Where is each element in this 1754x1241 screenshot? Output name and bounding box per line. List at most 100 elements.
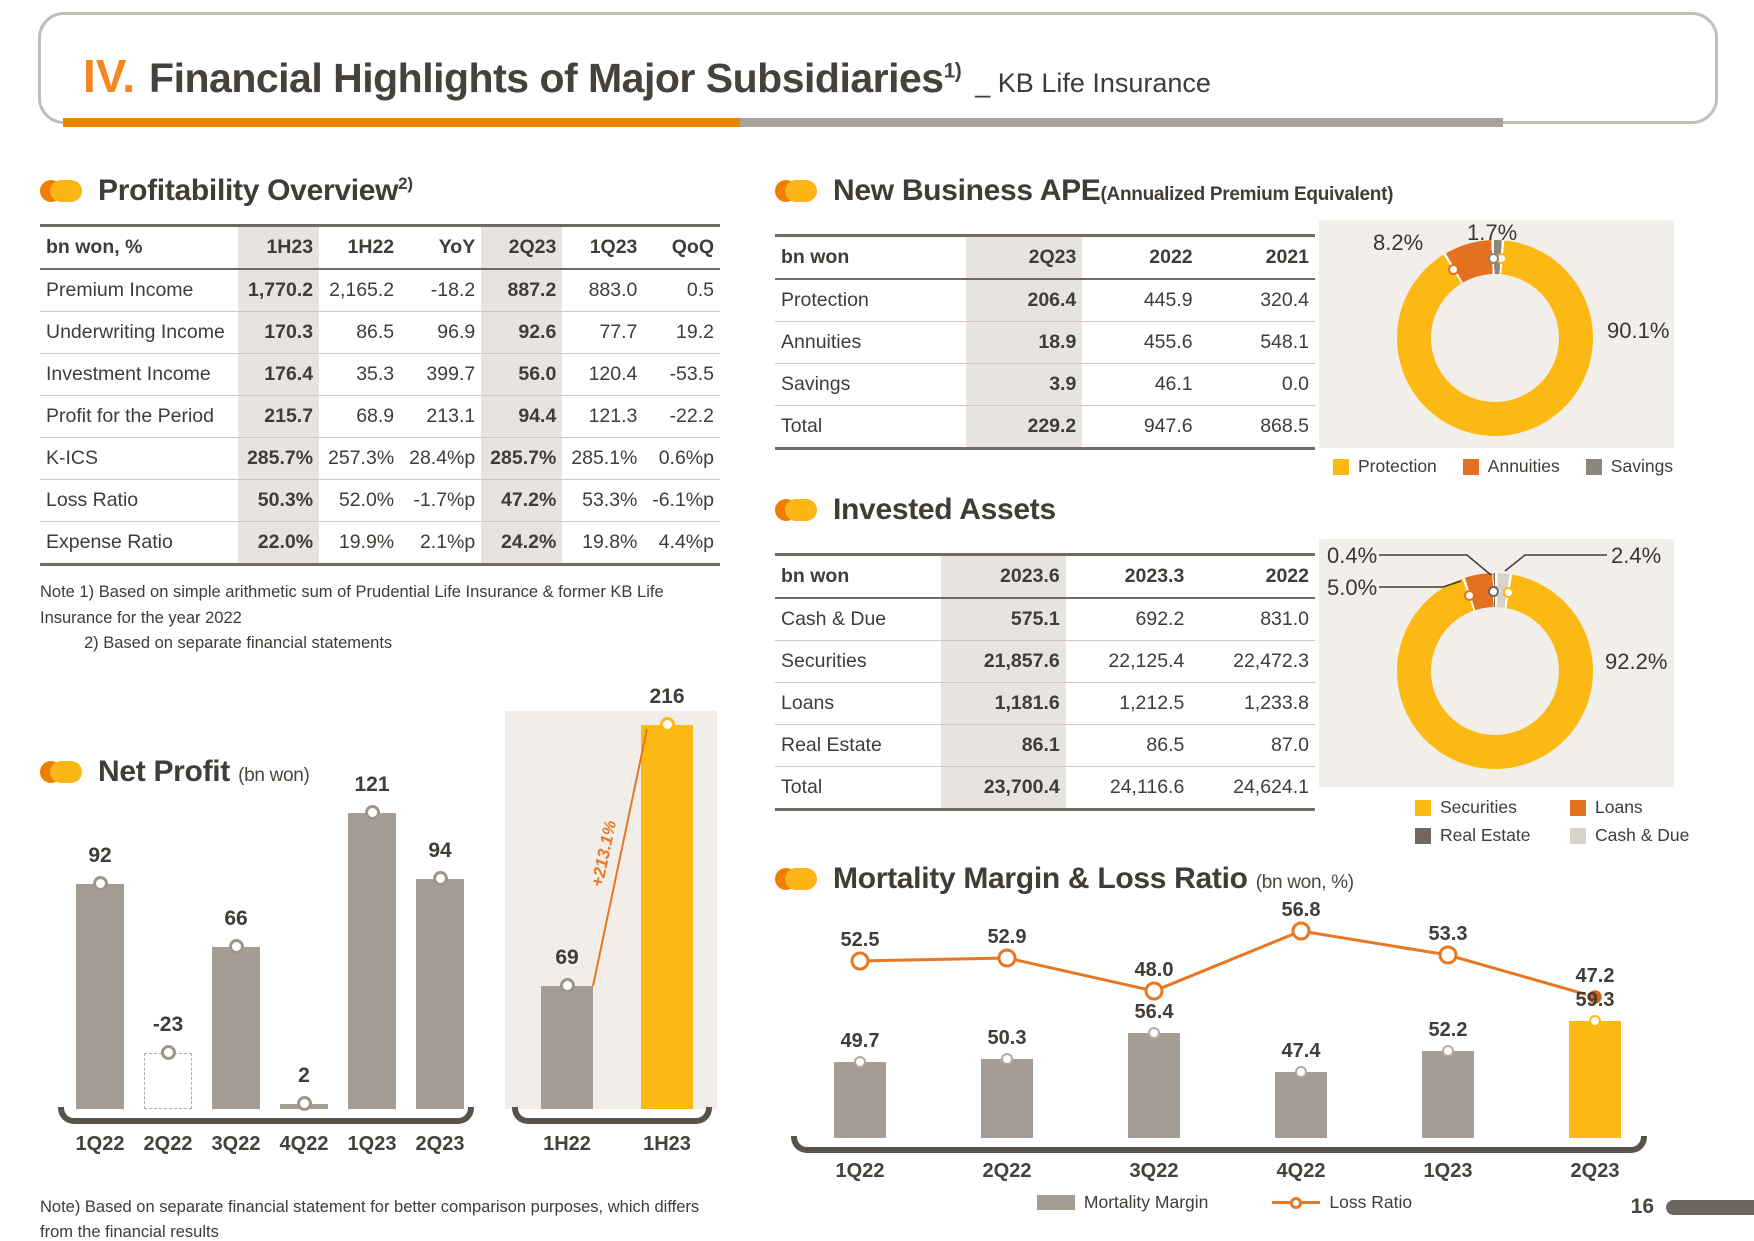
- half-year-axis-bracket: [512, 1106, 712, 1124]
- loss-ratio-line: [850, 921, 1605, 1007]
- column-header: 2022: [1190, 554, 1315, 599]
- donut-pct-label: 90.1%: [1607, 318, 1670, 343]
- column-header: 2023.6: [941, 554, 1066, 599]
- section-unit: (bn won, %): [1255, 872, 1354, 893]
- row-label: Profit for the Period: [40, 395, 238, 438]
- donut-pct-label: 2.4%: [1611, 543, 1662, 568]
- legend-item: Annuities: [1462, 456, 1560, 477]
- net-profit-note: Note) Based on separate financial statem…: [40, 1195, 720, 1241]
- bar-value-label: 56.4: [1134, 1001, 1174, 1023]
- column-header: 2Q23: [481, 225, 563, 270]
- bar-value-label: 49.7: [840, 1030, 880, 1052]
- cell-value: 320.4: [1198, 279, 1315, 322]
- cell-value: 35.3: [319, 353, 401, 396]
- page-number-bar: [1666, 1199, 1754, 1215]
- bullet-pill: [785, 499, 817, 521]
- cell-value: 831.0: [1190, 598, 1315, 641]
- row-label: Real Estate: [775, 724, 942, 767]
- cell-value: 575.1: [941, 598, 1066, 641]
- legend-swatch: [1570, 799, 1586, 816]
- right-column: New Business APE(Annualized Premium Equi…: [775, 140, 1689, 1241]
- cell-value: 19.9%: [338, 531, 395, 553]
- bar-value-label: 2: [298, 1063, 310, 1087]
- section-bullet-icon: [40, 180, 82, 202]
- left-column: Profitability Overview2) bn won, % 1H23 1H…: [40, 140, 720, 1241]
- bar-value-label: 59.3: [1575, 989, 1615, 1011]
- section-heading-text: Invested Assets: [833, 493, 1056, 526]
- bar-1Q23: [1422, 1051, 1474, 1138]
- donut-gap-dot: [1487, 252, 1499, 264]
- row-label: Savings: [775, 363, 966, 406]
- bar-marker: [1001, 1053, 1013, 1065]
- table-row: Real Estate 86.1 86.5 87.0: [775, 724, 1315, 767]
- cell-value: 1,233.8: [1190, 682, 1315, 725]
- bar-marker: [160, 1044, 176, 1060]
- section-heading: Mortality Margin & Loss Ratio (bn won, %…: [833, 862, 1354, 896]
- column-header: bn won: [775, 235, 966, 280]
- cell-value: 229.2: [965, 405, 1083, 449]
- cell-value: 206.4: [965, 279, 1083, 322]
- bar-1Q23: [348, 812, 396, 1109]
- bar-marker: [559, 977, 575, 993]
- cell-value: 19.2: [643, 311, 720, 354]
- note-line: Note) Based on separate financial statem…: [40, 1197, 700, 1241]
- cell-value: 868.5: [1260, 415, 1309, 437]
- cell-value: 77.7: [562, 311, 644, 354]
- table-row: Annuities 18.9 455.6 548.1: [775, 321, 1315, 364]
- section-heading: Profitability Overview2): [98, 174, 413, 208]
- note-line: 2) Based on separate financial statement…: [84, 634, 393, 653]
- axis-label: 1H22: [543, 1132, 591, 1155]
- table-row: Premium Income 1,770.2 2,165.2 -18.2 887.2 88…: [40, 269, 720, 312]
- donut-gap-dot: [1448, 263, 1460, 275]
- cell-value: 213.1: [400, 395, 482, 438]
- legend-label: Loss Ratio: [1329, 1192, 1413, 1212]
- content-columns: Profitability Overview2) bn won, % 1H23 1H…: [40, 140, 1714, 1241]
- cell-value: 399.7: [400, 353, 482, 396]
- bar-value-label: 121: [354, 772, 390, 796]
- bar-value-label: 216: [649, 684, 685, 708]
- table-row: Underwriting Income 170.3 86.5 96.9 92.6 77.7…: [40, 311, 720, 354]
- legend-label: Savings: [1610, 456, 1674, 476]
- bar-marker: [854, 1056, 866, 1068]
- axis-label: 1Q22: [835, 1160, 885, 1182]
- legend-swatch: [1462, 458, 1479, 475]
- row-label: Protection: [775, 279, 966, 322]
- table-row: Savings 3.9 46.1 0.0: [775, 363, 1315, 406]
- cell-value: 170.3: [238, 311, 320, 354]
- cell-value: 94.4: [481, 395, 563, 438]
- cell-value: 87.0: [1190, 724, 1315, 767]
- bar-2Q23: [1569, 1021, 1621, 1138]
- cell-value: 53.3%: [562, 479, 644, 522]
- table-row: Total 23,700.4 24,116.6 24,624.1: [775, 766, 1315, 810]
- invested-section-title: Invested Assets: [775, 493, 1674, 527]
- bar-marker: [432, 870, 448, 886]
- invested-donut-side: 0.4% 5.0% 2.4% 92.2% Securities Loans Re…: [1319, 539, 1689, 846]
- cell-value: 3.9: [965, 363, 1083, 406]
- page-subtitle: _ KB Life Insurance: [975, 68, 1211, 98]
- cell-value: 22.0%: [238, 521, 320, 565]
- net-profit-section-title: Net Profit (bn won): [40, 755, 310, 789]
- bar-value-label: 92: [88, 843, 112, 867]
- cell-value: 24,116.6: [1109, 776, 1185, 798]
- mortality-section-title: Mortality Margin & Loss Ratio (bn won, %…: [775, 862, 1674, 896]
- invested-donut-chart: [1397, 573, 1593, 769]
- donut-pct-label: 0.4%: [1327, 543, 1378, 568]
- page-title-text: Financial Highlights of Major Subsidiari…: [149, 55, 944, 101]
- mortality-legend: Mortality Margin Loss Ratio: [775, 1192, 1674, 1213]
- legend-item: Loss Ratio: [1272, 1192, 1412, 1213]
- row-label: Securities: [775, 640, 942, 683]
- axis-label: 2Q23: [415, 1132, 465, 1155]
- row-label: Expense Ratio: [46, 531, 173, 553]
- bar-value-label: 94: [428, 838, 452, 862]
- bar-marker: [228, 938, 244, 954]
- table-row: Loss Ratio 50.3% 52.0% -1.7%p 47.2% 53.3% -6.1…: [40, 479, 720, 522]
- bar-2Q23: [416, 878, 464, 1109]
- legend-label: Annuities: [1487, 456, 1560, 476]
- profitability-notes: Note 1) Based on simple arithmetic sum o…: [40, 580, 720, 657]
- axis-label: 1H23: [643, 1132, 691, 1155]
- table-row: Profit for the Period 215.7 68.9 213.1 94.4 1…: [40, 395, 720, 438]
- axis-label: 1Q23: [347, 1132, 397, 1155]
- net-profit-plot-area: 92 1Q22 -23 2Q22 66 3Q22 2 4Q22 121 1Q23 94 2Q23 69 1…: [40, 681, 720, 1191]
- cell-value: 86.5: [1065, 724, 1191, 767]
